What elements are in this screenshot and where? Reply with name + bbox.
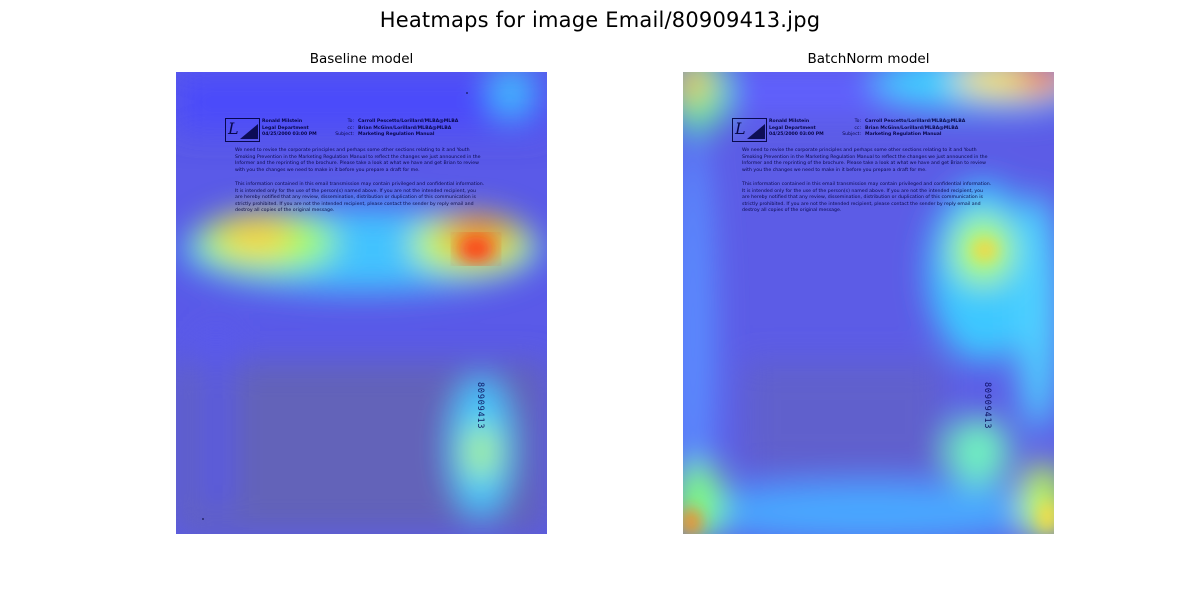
document-barcode: 80909413 (982, 382, 992, 430)
document-paragraph-1: We need to revise the corporate principl… (742, 148, 988, 173)
heatmap-panel-baseline: L Ronald Milstein Legal Department 04/25… (176, 72, 547, 534)
document-paragraph-2: This information contained in this email… (235, 182, 485, 214)
document-header-values: Carroll Pescetto/Lorillard/MLBA@MLBA Bri… (358, 119, 459, 138)
document-barcode: 80909413 (475, 382, 485, 430)
document-image-baseline: L Ronald Milstein Legal Department 04/25… (176, 72, 547, 534)
panel-title-baseline: Baseline model (309, 51, 414, 67)
document-paragraph-2: This information contained in this email… (742, 182, 992, 214)
document-header-labels: To: cc: Subject: (842, 119, 861, 138)
document-sender: Ronald Milstein Legal Department 04/25/2… (262, 119, 317, 138)
heatmap-overlay-batchnorm (683, 72, 1054, 534)
panel-title-batchnorm: BatchNorm model (807, 51, 930, 67)
document-header-values: Carroll Pescetto/Lorillard/MLBA@MLBA Bri… (865, 119, 966, 138)
document-paragraph-1: We need to revise the corporate principl… (235, 148, 481, 173)
document-header-labels: To: cc: Subject: (335, 119, 354, 138)
document-image-batchnorm: L Ronald Milstein Legal Department 04/25… (683, 72, 1054, 534)
document-logo: L (225, 118, 260, 142)
scan-speck (466, 92, 468, 94)
heatmap-panel-batchnorm: L Ronald Milstein Legal Department 04/25… (683, 72, 1054, 534)
heatmap-overlay-baseline (176, 72, 547, 534)
scan-speck (202, 518, 204, 520)
figure-title: Heatmaps for image Email/80909413.jpg (379, 8, 821, 32)
document-sender: Ronald Milstein Legal Department 04/25/2… (769, 119, 824, 138)
document-logo: L (732, 118, 767, 142)
